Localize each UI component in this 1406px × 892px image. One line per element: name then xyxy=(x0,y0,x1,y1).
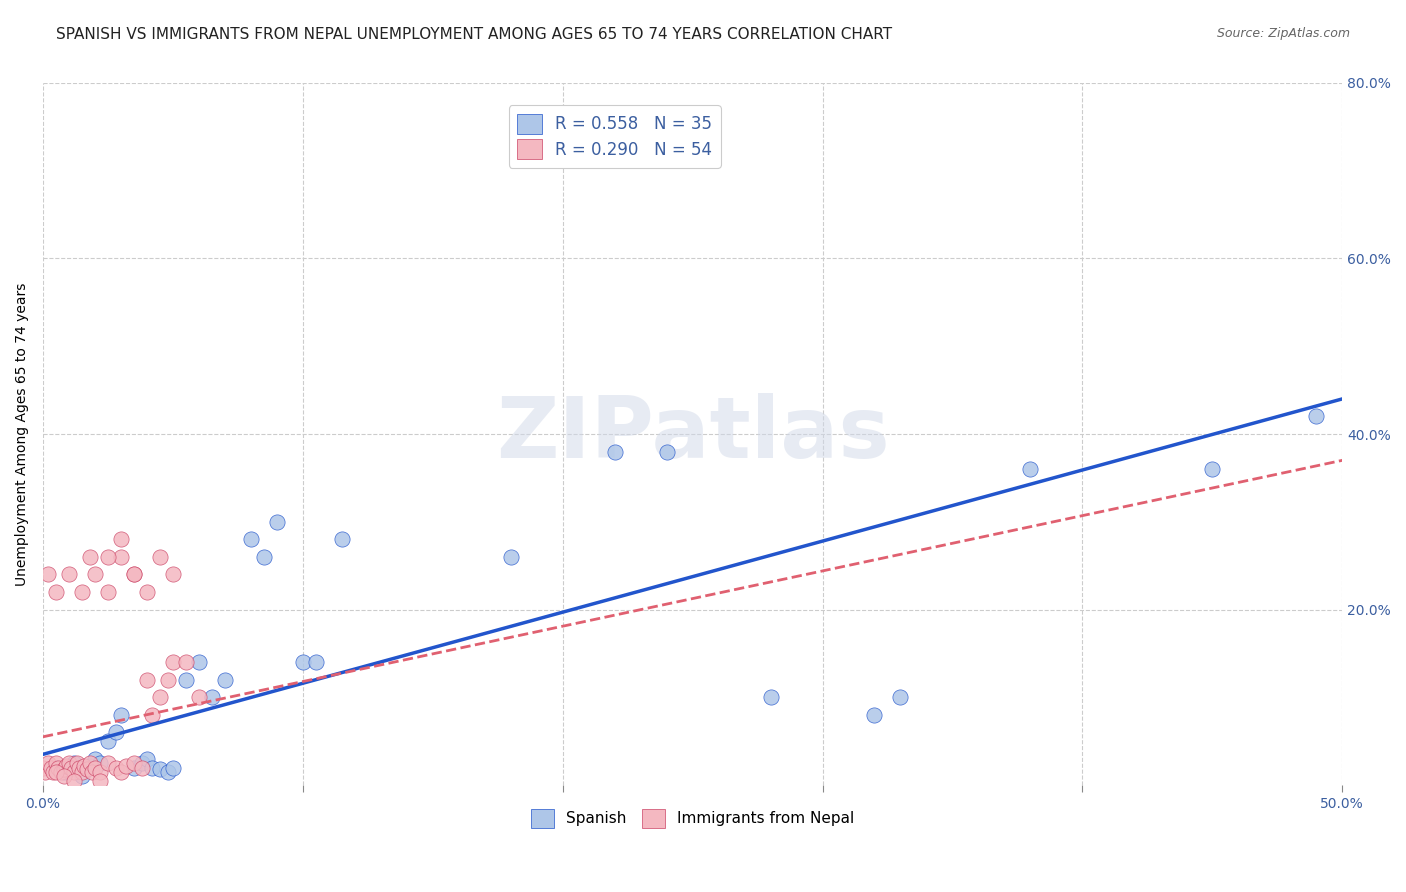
Point xyxy=(52,769,75,783)
Point xyxy=(330,533,353,547)
Point xyxy=(97,734,120,748)
Point xyxy=(52,764,75,779)
Point xyxy=(305,655,328,669)
Point xyxy=(39,760,62,774)
Point xyxy=(131,756,153,771)
Point xyxy=(37,567,59,582)
Point xyxy=(55,759,77,773)
Point xyxy=(187,690,209,705)
Point xyxy=(863,707,886,722)
Point xyxy=(141,760,163,774)
Point xyxy=(83,752,105,766)
Point xyxy=(70,769,93,783)
Point xyxy=(122,760,145,774)
Y-axis label: Unemployment Among Ages 65 to 74 years: Unemployment Among Ages 65 to 74 years xyxy=(15,283,30,586)
Point xyxy=(174,655,197,669)
Point xyxy=(104,760,127,774)
Point xyxy=(110,707,132,722)
Point xyxy=(37,756,59,771)
Point xyxy=(122,756,145,771)
Point xyxy=(253,549,276,564)
Point xyxy=(49,764,72,779)
Point xyxy=(201,690,224,705)
Point xyxy=(63,756,86,771)
Point xyxy=(156,673,179,687)
Point xyxy=(76,762,98,776)
Point xyxy=(135,585,157,599)
Point xyxy=(63,764,86,779)
Point xyxy=(83,760,105,774)
Point xyxy=(149,549,172,564)
Point xyxy=(82,764,104,779)
Point xyxy=(79,549,101,564)
Point xyxy=(73,759,96,773)
Point xyxy=(79,756,101,771)
Point xyxy=(66,756,89,771)
Point xyxy=(115,759,138,773)
Point xyxy=(58,756,80,771)
Point xyxy=(89,764,111,779)
Point xyxy=(67,760,90,774)
Point xyxy=(499,549,522,564)
Point xyxy=(34,764,56,779)
Point xyxy=(97,585,120,599)
Point xyxy=(97,756,120,771)
Point xyxy=(239,533,262,547)
Point xyxy=(110,533,132,547)
Point xyxy=(45,585,67,599)
Point xyxy=(135,673,157,687)
Point xyxy=(89,756,111,771)
Point xyxy=(162,567,184,582)
Point xyxy=(759,690,782,705)
Point xyxy=(60,760,83,774)
Text: ZIPatlas: ZIPatlas xyxy=(496,392,890,475)
Point xyxy=(48,760,70,774)
Point xyxy=(174,673,197,687)
Point xyxy=(83,567,105,582)
Point xyxy=(45,764,67,779)
Point xyxy=(79,759,101,773)
Point xyxy=(266,515,288,529)
Point xyxy=(655,444,678,458)
Point xyxy=(58,567,80,582)
Point xyxy=(122,567,145,582)
Point xyxy=(70,585,93,599)
Text: Source: ZipAtlas.com: Source: ZipAtlas.com xyxy=(1216,27,1350,40)
Point xyxy=(291,655,314,669)
Point xyxy=(52,762,75,776)
Point xyxy=(156,764,179,779)
Point xyxy=(131,760,153,774)
Point xyxy=(58,762,80,776)
Legend: Spanish, Immigrants from Nepal: Spanish, Immigrants from Nepal xyxy=(524,803,860,834)
Point xyxy=(89,773,111,788)
Point xyxy=(141,707,163,722)
Point xyxy=(122,567,145,582)
Point xyxy=(32,760,55,774)
Point xyxy=(1201,462,1223,476)
Point xyxy=(889,690,911,705)
Point xyxy=(187,655,209,669)
Point xyxy=(1305,409,1327,424)
Point xyxy=(135,752,157,766)
Text: SPANISH VS IMMIGRANTS FROM NEPAL UNEMPLOYMENT AMONG AGES 65 TO 74 YEARS CORRELAT: SPANISH VS IMMIGRANTS FROM NEPAL UNEMPLO… xyxy=(56,27,893,42)
Point xyxy=(97,549,120,564)
Point xyxy=(42,764,65,779)
Point xyxy=(214,673,236,687)
Point xyxy=(63,773,86,788)
Point xyxy=(1019,462,1042,476)
Point xyxy=(162,655,184,669)
Point xyxy=(162,760,184,774)
Point xyxy=(110,764,132,779)
Point xyxy=(149,762,172,776)
Point xyxy=(149,690,172,705)
Point xyxy=(45,756,67,771)
Point xyxy=(110,549,132,564)
Point xyxy=(104,725,127,739)
Point xyxy=(603,444,626,458)
Point xyxy=(70,764,93,779)
Point xyxy=(45,760,67,774)
